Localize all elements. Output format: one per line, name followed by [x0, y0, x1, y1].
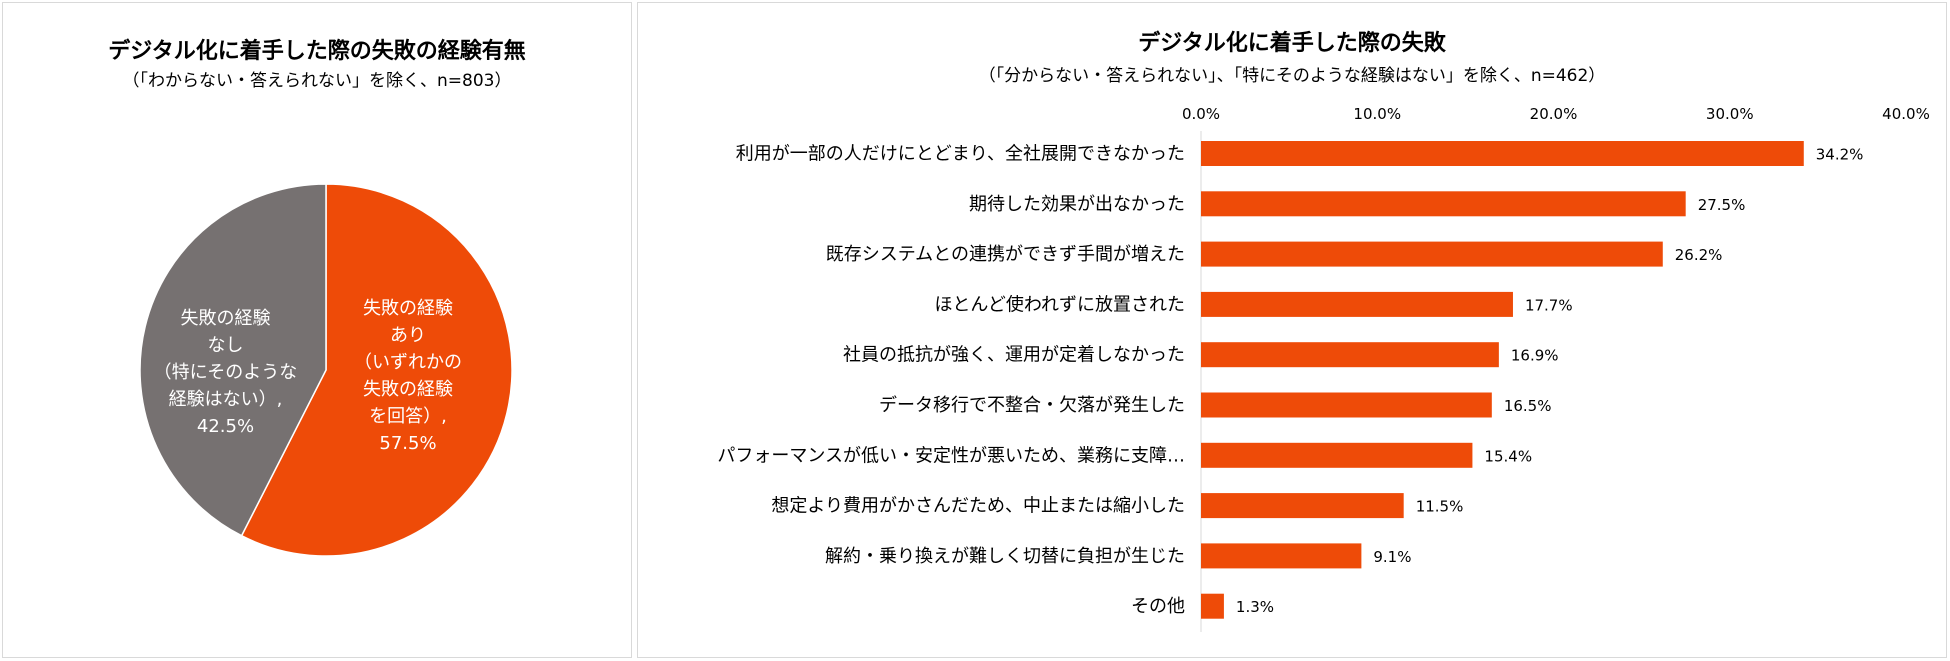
x-tick-label: 10.0% [1353, 105, 1401, 123]
pie-slice-label-no: 失敗の経験 なし （特にそのような 経験はない）, 42.5% [143, 305, 308, 440]
bar-chart-subtitle: （「分からない・答えられない」、「特にそのような経験はない」を除く、n=462） [978, 66, 1606, 86]
pie-chart-title: デジタル化に着手した際の失敗の経験有無 [108, 39, 526, 64]
category-label: 利用が一部の人だけにとどまり、全社展開できなかった [736, 144, 1185, 165]
bar [1201, 392, 1492, 418]
value-label: 11.5% [1416, 498, 1464, 516]
x-tick-label: 0.0% [1182, 105, 1220, 123]
pie-chart-canvas [139, 183, 513, 557]
pie-slice-label-yes: 失敗の経験 あり （いずれかの 失敗の経験 を回答）, 57.5% [343, 295, 473, 457]
pie-slice-yes [240, 183, 513, 557]
bar-chart-canvas: 0.0% 10.0% 20.0% 30.0% 40.0% 利用が一部の人だけにとどまり、全… [717, 105, 1930, 632]
x-tick-label: 20.0% [1530, 105, 1578, 123]
pie-label-line: 失敗の経験 [363, 298, 453, 319]
value-label: 16.9% [1511, 347, 1559, 365]
value-label: 34.2% [1816, 146, 1864, 164]
x-tick-label: 40.0% [1882, 105, 1930, 123]
bar [1201, 191, 1686, 217]
value-label: 15.4% [1484, 447, 1532, 465]
bar [1201, 291, 1513, 317]
bar [1201, 442, 1473, 468]
bar [1201, 593, 1224, 619]
pie-slice-no [139, 183, 327, 537]
pie-chart-subtitle: （「わからない・答えられない」を除く、n=803） [122, 71, 512, 91]
category-label: 想定より費用がかさんだため、中止または縮小した [771, 496, 1185, 517]
pie-label-line: （いずれかの [354, 352, 462, 373]
category-label: データ移行で不整合・欠落が発生した [879, 395, 1185, 416]
value-label: 26.2% [1675, 246, 1723, 264]
bar [1201, 141, 1804, 166]
value-label: 9.1% [1373, 548, 1411, 566]
bar [1201, 543, 1362, 569]
pie-label-line: 失敗の経験 [363, 379, 453, 400]
pie-label-line: （特にそのような [153, 362, 298, 383]
pie-chart-panel: デジタル化に着手した際の失敗の経験有無 （「わからない・答えられない」を除く、n… [2, 2, 632, 658]
pie-label-line: 経験はない）, [168, 389, 283, 410]
pie-label-line: 失敗の経験 [180, 308, 271, 329]
bar [1201, 342, 1499, 368]
bar-chart-panel: デジタル化に着手した際の失敗 （「分からない・答えられない」、「特にそのような経… [637, 2, 1947, 658]
pie-label-line: あり [390, 325, 426, 346]
x-tick-label: 30.0% [1706, 105, 1754, 123]
value-label: 16.5% [1504, 397, 1552, 415]
category-label: ほとんど使われずに放置された [934, 294, 1185, 315]
value-label: 17.7% [1525, 296, 1573, 314]
pie-label-line: なし [207, 335, 244, 356]
bar [1201, 241, 1663, 267]
value-label: 27.5% [1698, 196, 1746, 214]
category-label: 解約・乗り換えが難しく切替に負担が生じた [825, 546, 1185, 567]
category-label: パフォーマンスが低い・安定性が悪いため、業務に支障… [717, 445, 1185, 466]
bar-chart-title: デジタル化に着手した際の失敗 [1138, 31, 1446, 56]
category-label: 社員の抵抗が強く、運用が定着しなかった [843, 345, 1185, 366]
category-label: 既存システムとの連携ができず手間が増えた [826, 244, 1185, 265]
pie-label-line: を回答）, 57.5% [369, 406, 447, 454]
pie-label-line: 42.5% [196, 416, 255, 437]
category-label: その他 [1131, 596, 1185, 617]
category-label: 期待した効果が出なかった [969, 194, 1185, 215]
bar [1201, 493, 1404, 519]
value-label: 1.3% [1236, 598, 1274, 616]
